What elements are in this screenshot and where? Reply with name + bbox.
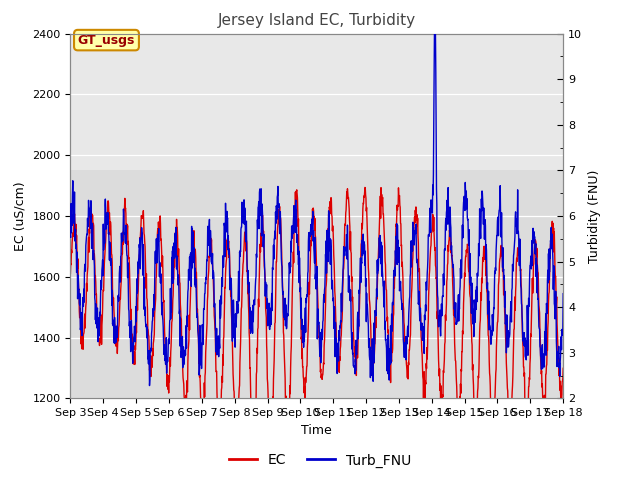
Legend: EC, Turb_FNU: EC, Turb_FNU [223, 448, 417, 473]
X-axis label: Time: Time [301, 424, 332, 437]
Bar [70, 170, 563, 398]
Text: GT_usgs: GT_usgs [78, 34, 135, 47]
Y-axis label: Turbidity (FNU): Turbidity (FNU) [588, 169, 600, 263]
Title: Jersey Island EC, Turbidity: Jersey Island EC, Turbidity [218, 13, 416, 28]
Y-axis label: EC (uS/cm): EC (uS/cm) [14, 181, 27, 251]
